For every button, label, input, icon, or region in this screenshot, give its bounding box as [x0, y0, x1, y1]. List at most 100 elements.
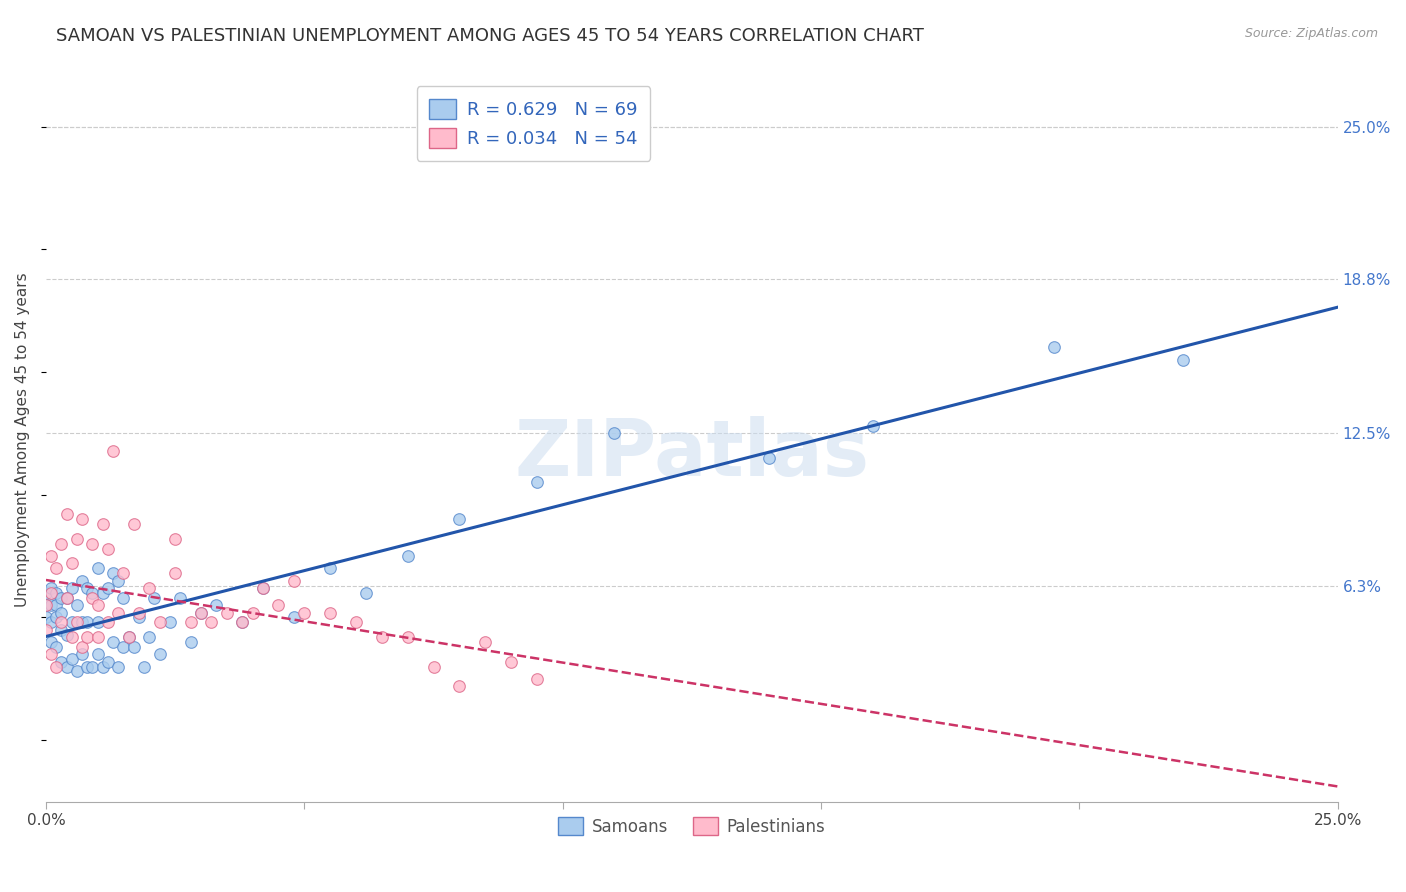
Point — [499, 655, 522, 669]
Point — [112, 591, 135, 605]
Point — [180, 615, 202, 630]
Point — [82, 537, 104, 551]
Point — [180, 635, 202, 649]
Point — [55, 591, 77, 605]
Point — [101, 443, 124, 458]
Point — [474, 635, 496, 649]
Point — [97, 541, 120, 556]
Point — [138, 630, 160, 644]
Point — [396, 630, 419, 644]
Point — [66, 615, 89, 630]
Point — [159, 615, 181, 630]
Point — [35, 623, 58, 637]
Point — [292, 606, 315, 620]
Point — [70, 615, 93, 630]
Point — [101, 566, 124, 581]
Point — [1042, 341, 1064, 355]
Point — [39, 635, 62, 649]
Point — [422, 659, 444, 673]
Point — [200, 615, 222, 630]
Point — [35, 610, 58, 624]
Point — [60, 652, 83, 666]
Point — [134, 659, 156, 673]
Point — [51, 623, 73, 637]
Point — [97, 615, 120, 630]
Point — [51, 591, 73, 605]
Point — [66, 532, 89, 546]
Text: Source: ZipAtlas.com: Source: ZipAtlas.com — [1244, 27, 1378, 40]
Point — [122, 640, 145, 654]
Point — [82, 591, 104, 605]
Legend: Samoans, Palestinians: Samoans, Palestinians — [550, 808, 834, 844]
Point — [45, 586, 67, 600]
Point — [117, 630, 139, 644]
Y-axis label: Unemployment Among Ages 45 to 54 years: Unemployment Among Ages 45 to 54 years — [15, 272, 30, 607]
Point — [215, 606, 238, 620]
Point — [97, 581, 120, 595]
Point — [112, 640, 135, 654]
Point — [91, 659, 114, 673]
Point — [66, 665, 89, 679]
Point — [122, 517, 145, 532]
Point — [101, 635, 124, 649]
Point — [205, 598, 228, 612]
Point — [39, 581, 62, 595]
Point — [70, 640, 93, 654]
Point — [45, 561, 67, 575]
Point — [76, 630, 98, 644]
Point — [45, 659, 67, 673]
Point — [97, 655, 120, 669]
Text: SAMOAN VS PALESTINIAN UNEMPLOYMENT AMONG AGES 45 TO 54 YEARS CORRELATION CHART: SAMOAN VS PALESTINIAN UNEMPLOYMENT AMONG… — [56, 27, 924, 45]
Point — [190, 606, 212, 620]
Point — [45, 640, 67, 654]
Point — [86, 598, 108, 612]
Point — [51, 655, 73, 669]
Point — [107, 606, 129, 620]
Point — [60, 557, 83, 571]
Point — [82, 659, 104, 673]
Point — [86, 630, 108, 644]
Point — [449, 512, 471, 526]
Point — [231, 615, 253, 630]
Point — [39, 648, 62, 662]
Point — [165, 566, 187, 581]
Point — [39, 549, 62, 563]
Point — [138, 581, 160, 595]
Point — [51, 615, 73, 630]
Point — [526, 475, 548, 490]
Point — [55, 659, 77, 673]
Point — [169, 591, 191, 605]
Point — [39, 586, 62, 600]
Point — [1171, 352, 1194, 367]
Point — [45, 610, 67, 624]
Point — [76, 581, 98, 595]
Point — [319, 561, 342, 575]
Point — [344, 615, 367, 630]
Point — [449, 679, 471, 693]
Point — [758, 450, 780, 465]
Point — [55, 591, 77, 605]
Point — [55, 508, 77, 522]
Point — [39, 598, 62, 612]
Point — [60, 581, 83, 595]
Point — [862, 419, 884, 434]
Point — [51, 606, 73, 620]
Point — [242, 606, 264, 620]
Point — [231, 615, 253, 630]
Point — [117, 630, 139, 644]
Point — [35, 598, 58, 612]
Point — [526, 672, 548, 686]
Point — [252, 581, 274, 595]
Point — [149, 648, 172, 662]
Point — [267, 598, 290, 612]
Point — [35, 586, 58, 600]
Text: ZIPatlas: ZIPatlas — [515, 416, 869, 492]
Point — [86, 615, 108, 630]
Point — [107, 659, 129, 673]
Point — [165, 532, 187, 546]
Point — [45, 598, 67, 612]
Point — [66, 598, 89, 612]
Point — [70, 512, 93, 526]
Point — [60, 630, 83, 644]
Point — [39, 615, 62, 630]
